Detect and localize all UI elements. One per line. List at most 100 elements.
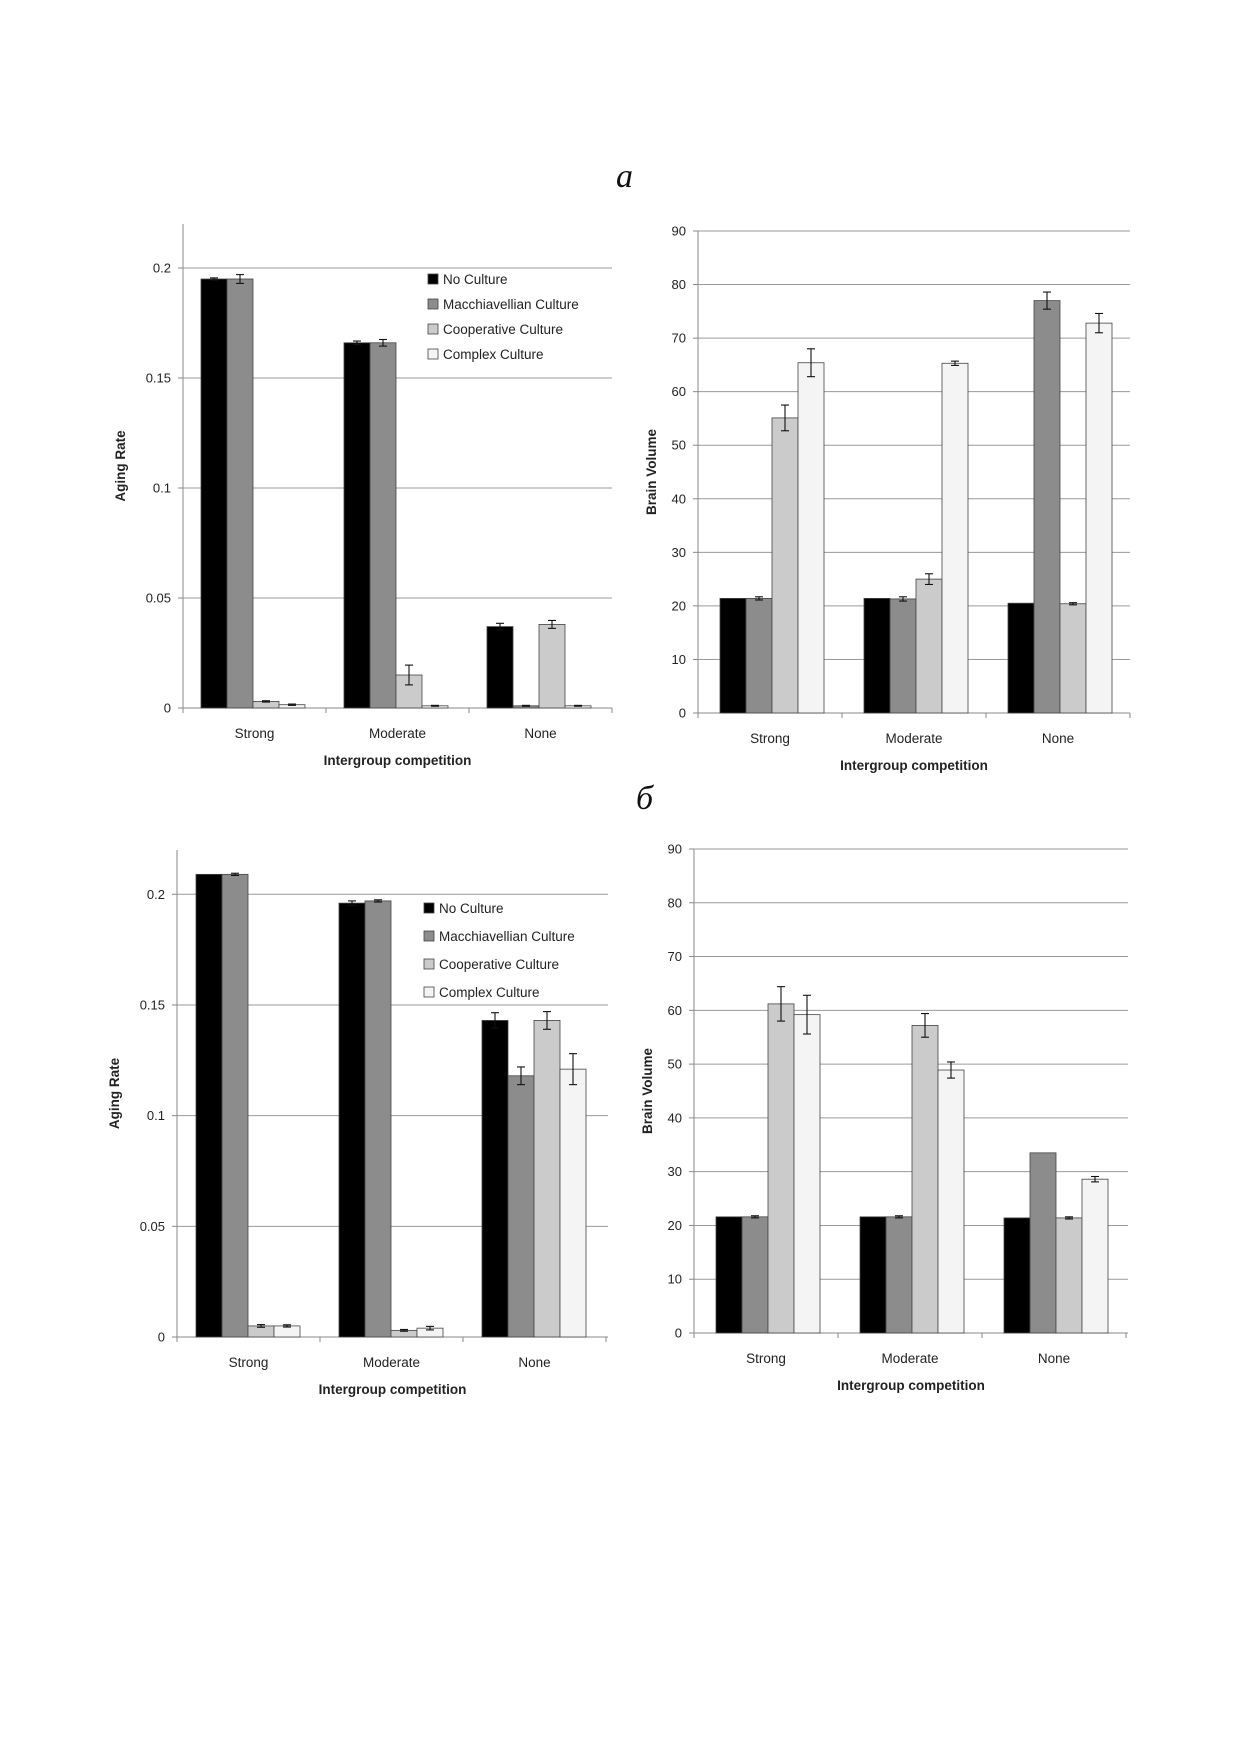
x-axis-title: Intergroup competition	[324, 753, 472, 768]
y-tick-label: 30	[668, 1164, 682, 1179]
bar-complex-culture-moderate	[941, 362, 969, 714]
error-bar-complex-culture-strong	[803, 994, 811, 1035]
bar-cooperative-culture-strong	[767, 1003, 795, 1334]
y-tick-label: 20	[668, 1218, 682, 1233]
bar-complex-culture-none	[1085, 322, 1113, 714]
bar-cooperative-culture-moderate	[911, 1024, 939, 1334]
bar-complex-culture-moderate	[937, 1069, 965, 1334]
category-label-moderate: Moderate	[885, 731, 942, 746]
y-tick-label: 0.05	[140, 1219, 165, 1234]
error-bar-cooperative-culture-none	[1065, 1216, 1073, 1220]
y-tick-label: 40	[668, 1110, 682, 1125]
bar-no-culture-none	[1003, 1217, 1031, 1334]
category-label-strong: Strong	[746, 1351, 786, 1366]
bar-cooperative-culture-none	[538, 624, 566, 709]
error-bar-complex-culture-moderate	[431, 704, 439, 707]
bar-macchiavellian-culture-moderate	[369, 342, 397, 709]
bar-cooperative-culture-none	[1059, 603, 1087, 714]
bar-no-culture-none	[1007, 602, 1035, 714]
bar-macchiavellian-culture-moderate	[889, 598, 917, 714]
y-tick-label: 0.15	[140, 997, 165, 1012]
error-bar-cooperative-culture-strong	[781, 404, 789, 432]
error-bar-no-culture-none	[491, 1012, 499, 1029]
bar-macchiavellian-culture-moderate	[885, 1216, 913, 1334]
legend-swatch-complex-culture	[423, 986, 435, 998]
legend-label-complex-culture: Complex Culture	[439, 985, 540, 1000]
y-axis-title: Brain Volume	[644, 429, 659, 516]
y-tick-label: 50	[668, 1057, 682, 1072]
y-tick-label: 70	[672, 331, 686, 346]
y-axis-title: Aging Rate	[107, 1057, 122, 1129]
category-label-moderate: Moderate	[363, 1355, 420, 1370]
y-tick-label: 90	[668, 842, 682, 857]
bar-macchiavellian-culture-strong	[221, 873, 249, 1338]
error-bar-cooperative-culture-strong	[262, 700, 270, 703]
category-label-none: None	[518, 1355, 550, 1370]
bar-complex-culture-none	[559, 1068, 587, 1338]
category-label-strong: Strong	[750, 731, 790, 746]
error-bar-cooperative-culture-moderate	[925, 573, 933, 586]
bar-no-culture-strong	[719, 597, 747, 714]
error-bar-macchiavellian-culture-none	[517, 1066, 525, 1086]
y-tick-label: 80	[668, 895, 682, 910]
error-bar-macchiavellian-culture-moderate	[374, 899, 382, 903]
error-bar-no-culture-moderate	[353, 340, 361, 346]
y-tick-label: 10	[672, 652, 686, 667]
category-label-strong: Strong	[235, 726, 275, 741]
error-bar-complex-culture-strong	[807, 348, 815, 378]
bar-macchiavellian-culture-moderate	[364, 900, 392, 1338]
legend-label-macchiavellian-culture: Macchiavellian Culture	[443, 297, 579, 312]
legend-swatch-no-culture	[427, 273, 439, 285]
panel-letter-b: б	[636, 780, 654, 817]
error-bar-complex-culture-none	[1091, 1175, 1099, 1183]
error-bar-complex-culture-moderate	[426, 1325, 434, 1331]
x-axis-title: Intergroup competition	[837, 1378, 985, 1393]
y-tick-label: 50	[672, 438, 686, 453]
error-bar-cooperative-culture-none	[548, 619, 556, 629]
y-tick-label: 90	[672, 224, 686, 239]
error-bar-complex-culture-none	[1095, 312, 1103, 334]
x-axis-title: Intergroup competition	[319, 1382, 467, 1397]
legend-label-complex-culture: Complex Culture	[443, 347, 544, 362]
y-tick-label: 60	[668, 1003, 682, 1018]
error-bar-cooperative-culture-strong	[777, 986, 785, 1022]
category-label-none: None	[524, 726, 556, 741]
legend-label-no-culture: No Culture	[439, 901, 504, 916]
legend-swatch-macchiavellian-culture	[423, 930, 435, 942]
y-tick-label: 20	[672, 598, 686, 613]
y-tick-label: 40	[672, 491, 686, 506]
error-bar-no-culture-strong	[210, 277, 218, 281]
error-bar-macchiavellian-culture-strong	[231, 872, 239, 877]
legend-swatch-macchiavellian-culture	[427, 298, 439, 310]
legend-label-macchiavellian-culture: Macchiavellian Culture	[439, 929, 575, 944]
error-bar-complex-culture-strong	[288, 703, 296, 706]
y-tick-label: 80	[672, 277, 686, 292]
error-bar-macchiavellian-culture-moderate	[379, 338, 387, 347]
error-bar-no-culture-moderate	[348, 900, 356, 906]
x-axis-title: Intergroup competition	[840, 758, 988, 773]
y-tick-label: 0.1	[147, 1108, 165, 1123]
error-bar-cooperative-culture-moderate	[921, 1013, 929, 1038]
error-bar-cooperative-culture-none	[1069, 602, 1077, 606]
category-label-moderate: Moderate	[369, 726, 426, 741]
bar-macchiavellian-culture-none	[1029, 1152, 1057, 1334]
error-bar-cooperative-culture-strong	[257, 1324, 265, 1328]
y-tick-label: 0	[679, 706, 686, 721]
y-tick-label: 0.2	[147, 887, 165, 902]
error-bar-macchiavellian-culture-strong	[236, 274, 244, 284]
error-bar-complex-culture-strong	[283, 1324, 291, 1328]
legend-label-no-culture: No Culture	[443, 272, 508, 287]
category-label-moderate: Moderate	[881, 1351, 938, 1366]
y-tick-label: 0.1	[153, 481, 171, 496]
y-tick-label: 0	[158, 1330, 165, 1345]
bar-no-culture-none	[481, 1020, 509, 1338]
bar-cooperative-culture-none	[533, 1020, 561, 1338]
bar-no-culture-moderate	[859, 1216, 887, 1334]
error-bar-macchiavellian-culture-moderate	[899, 596, 907, 602]
bar-no-culture-none	[486, 626, 514, 709]
bar-macchiavellian-culture-strong	[741, 1216, 769, 1334]
error-bar-macchiavellian-culture-none	[522, 704, 530, 707]
